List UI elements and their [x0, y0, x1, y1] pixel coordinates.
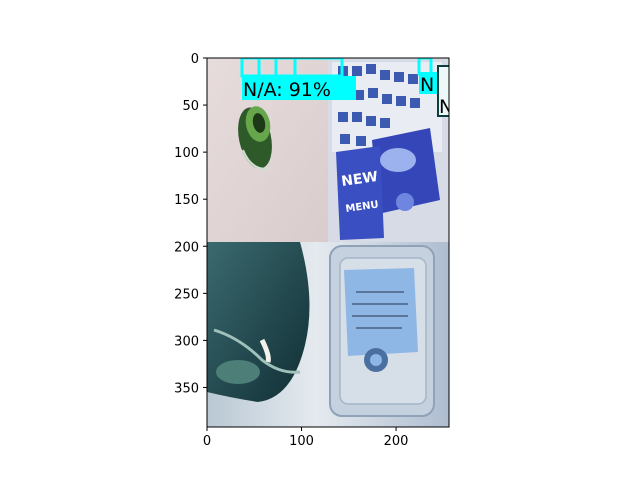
y-tick-label: 100: [174, 146, 199, 161]
svg-text:MENU: MENU: [345, 199, 379, 215]
x-tick-label: 200: [384, 434, 409, 449]
detection-box-tertiary: [437, 65, 449, 117]
y-tick-label: 50: [182, 99, 199, 114]
y-tick-label: 150: [174, 193, 199, 208]
detection-label-primary: N/A: 91%: [243, 79, 331, 101]
x-tick-label: 0: [203, 434, 211, 449]
y-tick-label: 350: [174, 381, 199, 396]
detection-label-tertiary: N: [439, 96, 453, 118]
y-tick-label: 0: [191, 52, 199, 67]
y-tick-label: 250: [174, 287, 199, 302]
y-tick-label: 200: [174, 240, 199, 255]
quadrant-plastic-container: [329, 245, 435, 417]
svg-text:NEW: NEW: [340, 169, 379, 190]
photo-image: NEW MENU: [207, 58, 453, 427]
x-axis: 0 100 200: [203, 427, 409, 449]
axes-frame: [206, 57, 450, 428]
y-axis: 0 50 100 150 200 250 300 350: [174, 52, 207, 396]
y-tick-label: 300: [174, 334, 199, 349]
detection-box-primary: [240, 58, 356, 100]
quadrant-green-bottle: [207, 242, 310, 402]
x-tick-label: 100: [289, 434, 314, 449]
detection-label-secondary: N: [420, 74, 434, 96]
